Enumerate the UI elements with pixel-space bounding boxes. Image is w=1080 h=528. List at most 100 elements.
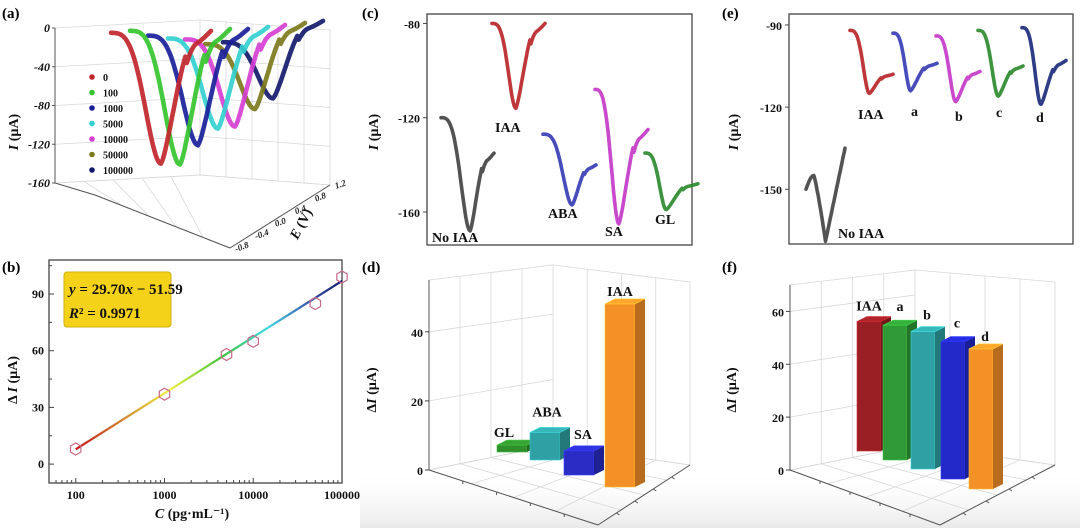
z-axis <box>54 182 96 196</box>
bar-front-c <box>940 341 966 480</box>
curve-label-IAA: IAA <box>858 108 885 123</box>
curve-d <box>1020 25 1068 106</box>
curve-100 <box>127 26 233 167</box>
ygrid <box>428 379 554 402</box>
x-axis-front <box>94 194 231 249</box>
curve-IAA-line <box>848 28 895 96</box>
legend-label-1000: 1000 <box>103 104 123 115</box>
bar-label-SA: SA <box>574 428 593 443</box>
curve-GL <box>643 151 700 212</box>
bar-label-b: b <box>923 309 931 324</box>
panel-d: (d) 0 20 40 GL ABA SA IAA ΔI (µA) <box>362 260 692 526</box>
z-axis <box>939 464 1056 526</box>
curve-a-line <box>891 31 939 93</box>
ytick-label: 60 <box>772 305 784 319</box>
panel-e-ylabel: I (µA) <box>727 113 742 151</box>
bar-front-d <box>968 348 994 490</box>
ztick-mark <box>962 512 967 516</box>
panel-c-frame <box>426 13 693 246</box>
curve-0 <box>108 28 214 166</box>
ztick-mark <box>634 500 639 504</box>
ygrid <box>428 313 554 333</box>
curve-c-line <box>976 28 1025 98</box>
curve-0-line <box>108 28 214 166</box>
panel-f-ticks: 0 20 40 60 <box>772 305 790 478</box>
ytick-label: -120 <box>398 112 420 126</box>
ytick-label: -120 <box>28 137 50 151</box>
panel-a-ylabel: I (µA) <box>7 113 22 151</box>
legend-marker-100000 <box>89 167 95 173</box>
panel-b-equation-box <box>63 271 172 328</box>
bar-top-a <box>882 319 918 326</box>
bar-label-a: a <box>897 300 904 315</box>
panel-c-ticks: -80 -120 -160 <box>398 17 427 220</box>
xtick-label: 0.0 <box>273 215 287 228</box>
data-point <box>309 296 322 311</box>
gridline <box>83 181 123 206</box>
data-point <box>220 347 233 362</box>
curve-label-b: b <box>955 110 963 125</box>
legend-marker-0 <box>89 74 95 80</box>
panel-e-ticks: -90 -120 -150 <box>760 19 789 197</box>
bar-label-ABA: ABA <box>532 405 562 420</box>
panel-b-points <box>69 270 348 456</box>
panel-c-label: (c) <box>362 6 379 22</box>
ytick-label: -40 <box>34 60 50 74</box>
legend-marker-100 <box>89 89 95 96</box>
ytick-label: 60 <box>32 344 44 358</box>
panel-a-yticks: 0 -40 -80 -120 -160 <box>28 21 55 190</box>
bar-front-IAA <box>604 303 636 488</box>
curve-b-line <box>934 34 982 104</box>
ytick-label: -90 <box>766 19 782 33</box>
panel-b-fit-line <box>75 280 343 451</box>
data-point <box>158 387 171 401</box>
curve-b <box>934 34 982 104</box>
ytick-label: 0 <box>778 464 784 478</box>
panel-f: (f) 0 20 40 60 IAA a b c d ΔI (µA) <box>722 260 1057 526</box>
ztick-mark <box>985 500 990 504</box>
curve-label-d: d <box>1036 111 1044 126</box>
xtick-label: 100 <box>67 488 85 502</box>
legend-label-0: 0 <box>103 73 108 84</box>
xtick-label: -0.8 <box>233 239 250 253</box>
ztick-mark <box>652 488 657 492</box>
bar-label-d: d <box>981 330 989 345</box>
gridline <box>54 135 201 145</box>
panel-f-label: (f) <box>722 260 737 276</box>
bar-d: d <box>968 330 1004 490</box>
panel-d-ylabel: ΔI (µA) <box>365 367 380 413</box>
curve-50000 <box>202 20 308 112</box>
legend-marker-5000 <box>89 120 95 127</box>
panel-e-frame <box>788 13 1074 245</box>
ytick-label: -160 <box>398 206 420 220</box>
ztick-mark <box>616 512 620 516</box>
bar-side-SA <box>594 445 604 475</box>
bar-SA: SA <box>563 428 605 476</box>
bar-front-IAA <box>856 321 882 452</box>
legend-label-50000: 50000 <box>103 151 128 162</box>
curve-a <box>891 31 939 93</box>
legend-marker-10000 <box>89 136 95 142</box>
z-axis <box>597 464 691 526</box>
panel-b-ticks: 0 30 60 90 100 1000 10000 100000 <box>32 265 360 502</box>
gridline <box>170 176 204 238</box>
bar-top-b <box>910 326 946 332</box>
bar-side-IAA <box>635 298 645 487</box>
ytick-label: 20 <box>772 411 784 425</box>
bar-top-IAA <box>856 316 892 322</box>
bar-top-d <box>968 343 1004 350</box>
ytick-label: 40 <box>411 326 423 340</box>
ytick-label: 40 <box>772 358 784 372</box>
curve-50000-line <box>202 20 308 112</box>
panel-b-r2: R² = 0.9971 <box>68 306 141 322</box>
curve-IAA <box>490 21 547 111</box>
bar-side-d <box>993 343 1003 489</box>
curve-SA-line <box>593 87 650 226</box>
xtick-label: -0.4 <box>253 227 270 241</box>
xtick-label: 1.2 <box>333 177 347 190</box>
panel-a-legend: 0 100 1000 5000 10000 50000 100000 <box>89 73 133 177</box>
curve-label-c: c <box>996 106 1002 121</box>
ztick-mark <box>1008 488 1013 492</box>
bar-b: b <box>910 309 946 470</box>
